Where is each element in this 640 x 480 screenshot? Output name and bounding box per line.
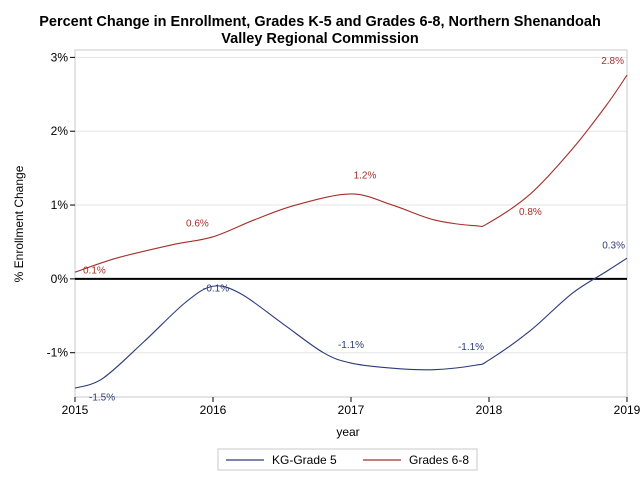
legend: KG-Grade 5 Grades 6-8	[217, 448, 478, 471]
y-axis-ticks: -1% 0% 1% 2% 3%	[47, 50, 75, 360]
data-label: 0.1%	[83, 265, 106, 276]
chart-title: Percent Change in Enrollment, Grades K-5…	[39, 14, 601, 47]
y-tick-label: -1%	[47, 346, 69, 360]
y-tick-label: 3%	[51, 50, 69, 64]
x-tick-label: 2017	[338, 403, 365, 417]
y-tick-label: 1%	[51, 198, 69, 212]
x-axis-label: year	[336, 425, 359, 439]
y-axis-label: % Enrollment Change	[12, 165, 26, 282]
legend-frame	[217, 448, 478, 471]
data-label: -1.1%	[458, 342, 484, 353]
data-labels: -1.5% -0.1% -1.1% -1.1% 0.3% 0.1% 0.6% 1.2% 0.8%…	[83, 56, 625, 403]
data-label: -1.5%	[89, 393, 115, 404]
data-label: 1.2%	[354, 170, 377, 181]
x-tick-label: 2018	[476, 403, 503, 417]
chart-title-line-2: Valley Regional Commission	[221, 31, 418, 47]
series-lines	[74, 74, 628, 389]
x-tick-label: 2015	[62, 403, 89, 417]
series-line-grades-6-8	[74, 74, 628, 273]
data-label: 0.6%	[186, 219, 209, 230]
x-tick-label: 2019	[614, 403, 640, 417]
data-label: 0.8%	[519, 207, 542, 218]
legend-label: Grades 6-8	[409, 453, 469, 467]
chart-title-line-1: Percent Change in Enrollment, Grades K-5…	[39, 14, 601, 30]
data-label: -0.1%	[203, 283, 229, 294]
x-axis-ticks: 2015 2016 2017 2018 2019	[62, 397, 640, 417]
y-tick-label: 0%	[51, 272, 69, 286]
series-line-kg-grade-5	[74, 257, 628, 389]
y-tick-label: 2%	[51, 124, 69, 138]
data-label: -1.1%	[338, 340, 364, 351]
x-tick-label: 2016	[200, 403, 227, 417]
legend-label: KG-Grade 5	[272, 453, 337, 467]
data-label: 0.3%	[602, 241, 625, 252]
data-label: 2.8%	[601, 56, 624, 67]
gridlines	[75, 56, 627, 354]
